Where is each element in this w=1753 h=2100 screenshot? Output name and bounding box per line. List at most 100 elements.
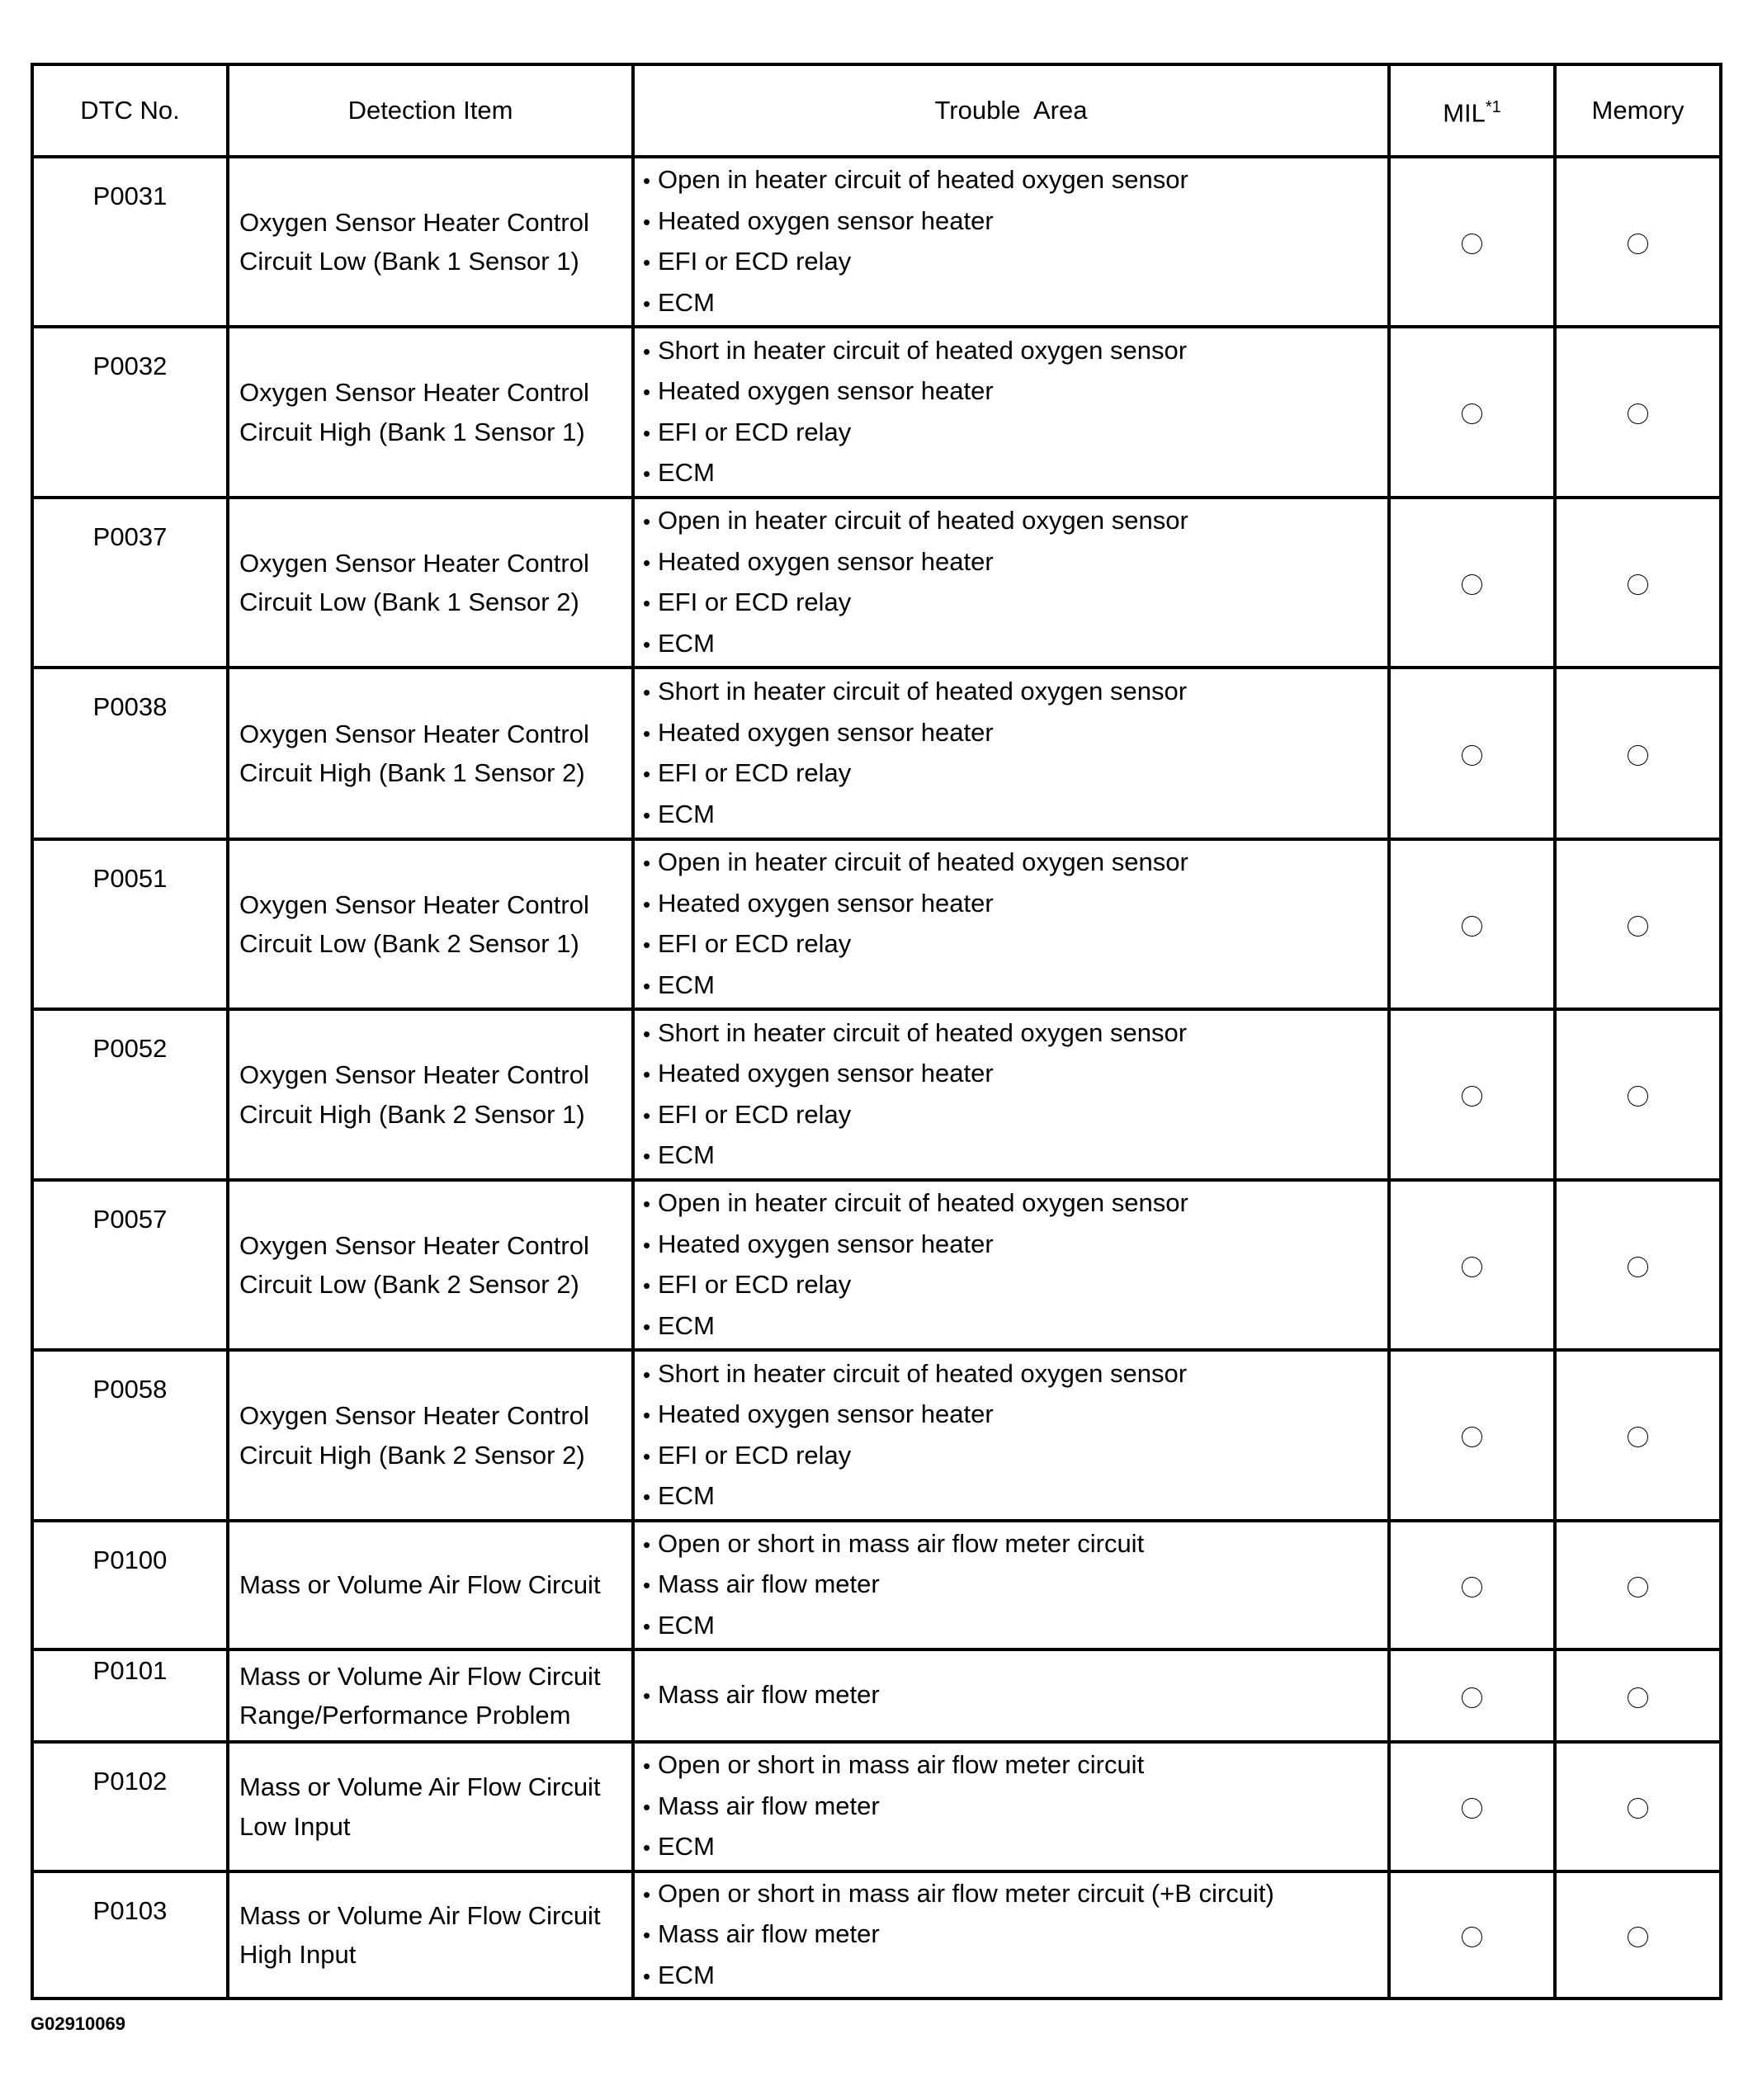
detection-item-line: Circuit High (Bank 1 Sensor 2): [239, 758, 585, 787]
circle-mark-icon: [1628, 573, 1648, 595]
table-row: P0100 Mass or Volume Air Flow Circuit Open…: [31, 1519, 1722, 1651]
trouble-area-item: Heated oxygen sensor heater: [643, 1054, 1387, 1095]
detection-item-cell: Mass or Volume Air Flow Circuit Range/Per…: [226, 1648, 635, 1744]
mil-cell: [1387, 1008, 1557, 1182]
circle-mark-icon: [1628, 1427, 1648, 1448]
detection-item-line: Circuit Low (Bank 1 Sensor 1): [239, 247, 579, 276]
dtc-cell: P0037: [31, 496, 229, 669]
dtc-code: P0101: [92, 1656, 168, 1685]
header-row: DTC No. Detection Item Trouble Area MIL*…: [31, 63, 1722, 158]
dtc-cell: P0038: [31, 666, 229, 841]
trouble-area-item: ECM: [643, 283, 1387, 324]
trouble-area-item: Open in heater circuit of heated oxygen …: [643, 1183, 1387, 1225]
detection-item-line: Circuit High (Bank 1 Sensor 1): [239, 417, 585, 446]
trouble-area-item: Open or short in mass air flow meter cir…: [643, 1874, 1387, 1915]
mil-cell: [1387, 1348, 1557, 1522]
circle-mark-icon: [1628, 1687, 1648, 1708]
table-row: P0037 Oxygen Sensor Heater Control Circuit…: [31, 496, 1722, 669]
detection-item-line: Oxygen Sensor Heater Control: [239, 1230, 589, 1260]
trouble-area-cell: Short in heater circuit of heated oxygen…: [631, 1348, 1391, 1522]
trouble-area-item: ECM: [643, 1827, 1387, 1868]
detection-item-cell: Mass or Volume Air Flow Circuit: [226, 1519, 635, 1651]
trouble-area-cell: Short in heater circuit of heated oxygen…: [631, 1008, 1391, 1182]
dtc-code: P0038: [92, 692, 168, 721]
trouble-area-cell: Open or short in mass air flow meter cir…: [631, 1740, 1391, 1873]
dtc-cell: P0058: [31, 1348, 229, 1522]
memory-cell: [1553, 1519, 1722, 1651]
mil-footnote-marker: *1: [1485, 98, 1501, 117]
circle-mark-icon: [1628, 915, 1648, 937]
trouble-area-item: Short in heater circuit of heated oxygen…: [643, 331, 1387, 372]
dtc-code: P0051: [92, 864, 168, 893]
dtc-code: P0058: [92, 1375, 168, 1404]
mil-cell: [1387, 1740, 1557, 1873]
trouble-area-item: Open in heater circuit of heated oxygen …: [643, 501, 1387, 542]
memory-cell: [1553, 496, 1722, 669]
table-row: P0102 Mass or Volume Air Flow Circuit Low …: [31, 1740, 1722, 1873]
dtc-cell: P0031: [31, 155, 229, 328]
trouble-area-item: Heated oxygen sensor heater: [643, 1394, 1387, 1436]
dtc-code: P0102: [92, 1767, 168, 1796]
table-row: P0103 Mass or Volume Air Flow Circuit High…: [31, 1870, 1722, 2000]
trouble-area-item: EFI or ECD relay: [643, 413, 1387, 454]
dtc-cell: P0032: [31, 325, 229, 499]
trouble-area-item: Heated oxygen sensor heater: [643, 542, 1387, 583]
memory-cell: [1553, 666, 1722, 841]
trouble-area-item: ECM: [643, 1135, 1387, 1177]
trouble-area-item: ECM: [643, 1306, 1387, 1347]
mil-cell: [1387, 155, 1557, 328]
detection-item-cell: Oxygen Sensor Heater Control Circuit Low …: [226, 838, 635, 1011]
trouble-area-item: Short in heater circuit of heated oxygen…: [643, 1354, 1387, 1395]
circle-mark-icon: [1462, 744, 1482, 766]
table-row: P0031 Oxygen Sensor Heater Control Circuit…: [31, 155, 1722, 328]
detection-item-line: High Input: [239, 1940, 357, 1969]
detection-item-cell: Oxygen Sensor Heater Control Circuit High…: [226, 666, 635, 841]
detection-item-line: Oxygen Sensor Heater Control: [239, 1060, 589, 1089]
detection-item-line: Circuit Low (Bank 1 Sensor 2): [239, 588, 579, 616]
circle-mark-icon: [1462, 573, 1482, 595]
trouble-area-cell: Short in heater circuit of heated oxygen…: [631, 666, 1391, 841]
table-row: P0051 Oxygen Sensor Heater Control Circuit…: [31, 838, 1722, 1011]
trouble-area-item: Heated oxygen sensor heater: [643, 884, 1387, 925]
memory-cell: [1553, 1870, 1722, 2000]
circle-mark-icon: [1628, 1926, 1648, 1947]
trouble-area-item: EFI or ECD relay: [643, 1095, 1387, 1136]
detection-item-line: Oxygen Sensor Heater Control: [239, 207, 589, 237]
circle-mark-icon: [1628, 744, 1648, 766]
trouble-area-cell: Open in heater circuit of heated oxygen …: [631, 838, 1391, 1011]
detection-item-line: Circuit Low (Bank 2 Sensor 1): [239, 929, 579, 958]
trouble-area-item: Mass air flow meter: [643, 1675, 1387, 1716]
mil-cell: [1387, 666, 1557, 841]
detection-item-line: Oxygen Sensor Heater Control: [239, 719, 589, 748]
trouble-area-item: Short in heater circuit of heated oxygen…: [643, 1013, 1387, 1055]
dtc-table: DTC No. Detection Item Trouble Area MIL*…: [31, 63, 1722, 2000]
header-trouble-area: Trouble Area: [631, 63, 1391, 158]
dtc-code: P0100: [92, 1546, 168, 1574]
dtc-code: P0032: [92, 352, 168, 380]
trouble-area-cell: Short in heater circuit of heated oxygen…: [631, 325, 1391, 499]
memory-cell: [1553, 325, 1722, 499]
circle-mark-icon: [1462, 1687, 1482, 1708]
detection-item-cell: Oxygen Sensor Heater Control Circuit High…: [226, 325, 635, 499]
detection-item-line: Low Input: [239, 1811, 351, 1841]
circle-mark-icon: [1462, 403, 1482, 425]
circle-mark-icon: [1462, 1427, 1482, 1448]
mil-cell: [1387, 1178, 1557, 1352]
trouble-area-item: Heated oxygen sensor heater: [643, 713, 1387, 754]
trouble-area-cell: Open in heater circuit of heated oxygen …: [631, 1178, 1391, 1352]
dtc-code: P0037: [92, 522, 168, 551]
trouble-area-item: Mass air flow meter: [643, 1786, 1387, 1828]
detection-item-cell: Oxygen Sensor Heater Control Circuit High…: [226, 1008, 635, 1182]
detection-item-line: Oxygen Sensor Heater Control: [239, 378, 589, 407]
detection-item-line: Circuit High (Bank 2 Sensor 2): [239, 1440, 585, 1470]
detection-item-cell: Oxygen Sensor Heater Control Circuit High…: [226, 1348, 635, 1522]
table-row: P0032 Oxygen Sensor Heater Control Circuit…: [31, 325, 1722, 499]
detection-item-line: Mass or Volume Air Flow Circuit: [239, 1570, 601, 1600]
detection-item-line: Mass or Volume Air Flow Circuit: [239, 1900, 601, 1930]
memory-cell: [1553, 1178, 1722, 1352]
mil-label: MIL: [1443, 98, 1486, 128]
trouble-area-cell: Open in heater circuit of heated oxygen …: [631, 155, 1391, 328]
circle-mark-icon: [1628, 1086, 1648, 1107]
trouble-area-item: ECM: [643, 1956, 1387, 1997]
trouble-area-item: Open or short in mass air flow meter cir…: [643, 1524, 1387, 1565]
